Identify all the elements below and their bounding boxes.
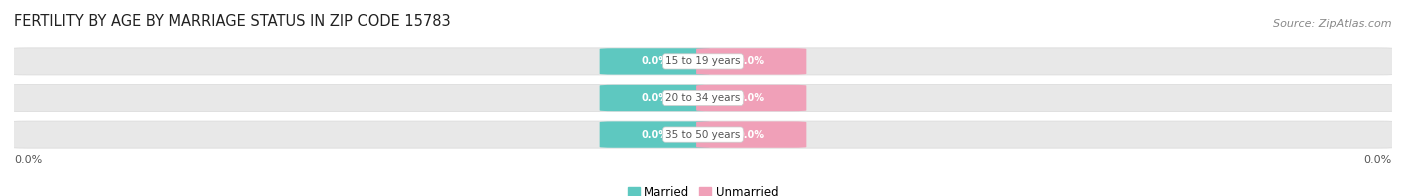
Text: 0.0%: 0.0%: [738, 56, 765, 66]
Text: FERTILITY BY AGE BY MARRIAGE STATUS IN ZIP CODE 15783: FERTILITY BY AGE BY MARRIAGE STATUS IN Z…: [14, 14, 451, 29]
Text: 0.0%: 0.0%: [738, 130, 765, 140]
FancyBboxPatch shape: [599, 121, 710, 148]
Text: 35 to 50 years: 35 to 50 years: [665, 130, 741, 140]
Text: 20 to 34 years: 20 to 34 years: [665, 93, 741, 103]
Text: 15 to 19 years: 15 to 19 years: [665, 56, 741, 66]
FancyBboxPatch shape: [696, 121, 807, 148]
FancyBboxPatch shape: [599, 85, 710, 111]
Text: 0.0%: 0.0%: [738, 93, 765, 103]
Text: 0.0%: 0.0%: [641, 56, 668, 66]
FancyBboxPatch shape: [696, 48, 807, 75]
FancyBboxPatch shape: [7, 84, 1399, 112]
Text: Source: ZipAtlas.com: Source: ZipAtlas.com: [1274, 19, 1392, 29]
FancyBboxPatch shape: [7, 48, 1399, 75]
FancyBboxPatch shape: [7, 121, 1399, 148]
Legend: Married, Unmarried: Married, Unmarried: [623, 182, 783, 196]
Text: 0.0%: 0.0%: [641, 93, 668, 103]
Text: 0.0%: 0.0%: [14, 155, 42, 165]
FancyBboxPatch shape: [696, 85, 807, 111]
Text: 0.0%: 0.0%: [1364, 155, 1392, 165]
Text: 0.0%: 0.0%: [641, 130, 668, 140]
FancyBboxPatch shape: [599, 48, 710, 75]
